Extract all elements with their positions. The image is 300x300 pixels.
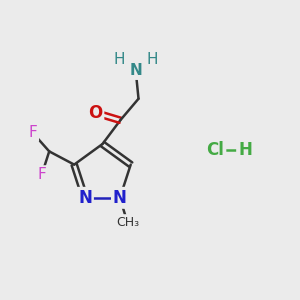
Text: O: O — [88, 104, 102, 122]
Text: H: H — [146, 52, 158, 67]
Text: CH₃: CH₃ — [116, 216, 139, 229]
Text: N: N — [113, 189, 127, 207]
Text: N: N — [78, 189, 92, 207]
Text: H: H — [114, 52, 125, 67]
Text: F: F — [28, 125, 37, 140]
Text: F: F — [38, 167, 46, 182]
Text: N: N — [129, 63, 142, 78]
Text: Cl: Cl — [206, 141, 224, 159]
Text: H: H — [238, 141, 252, 159]
